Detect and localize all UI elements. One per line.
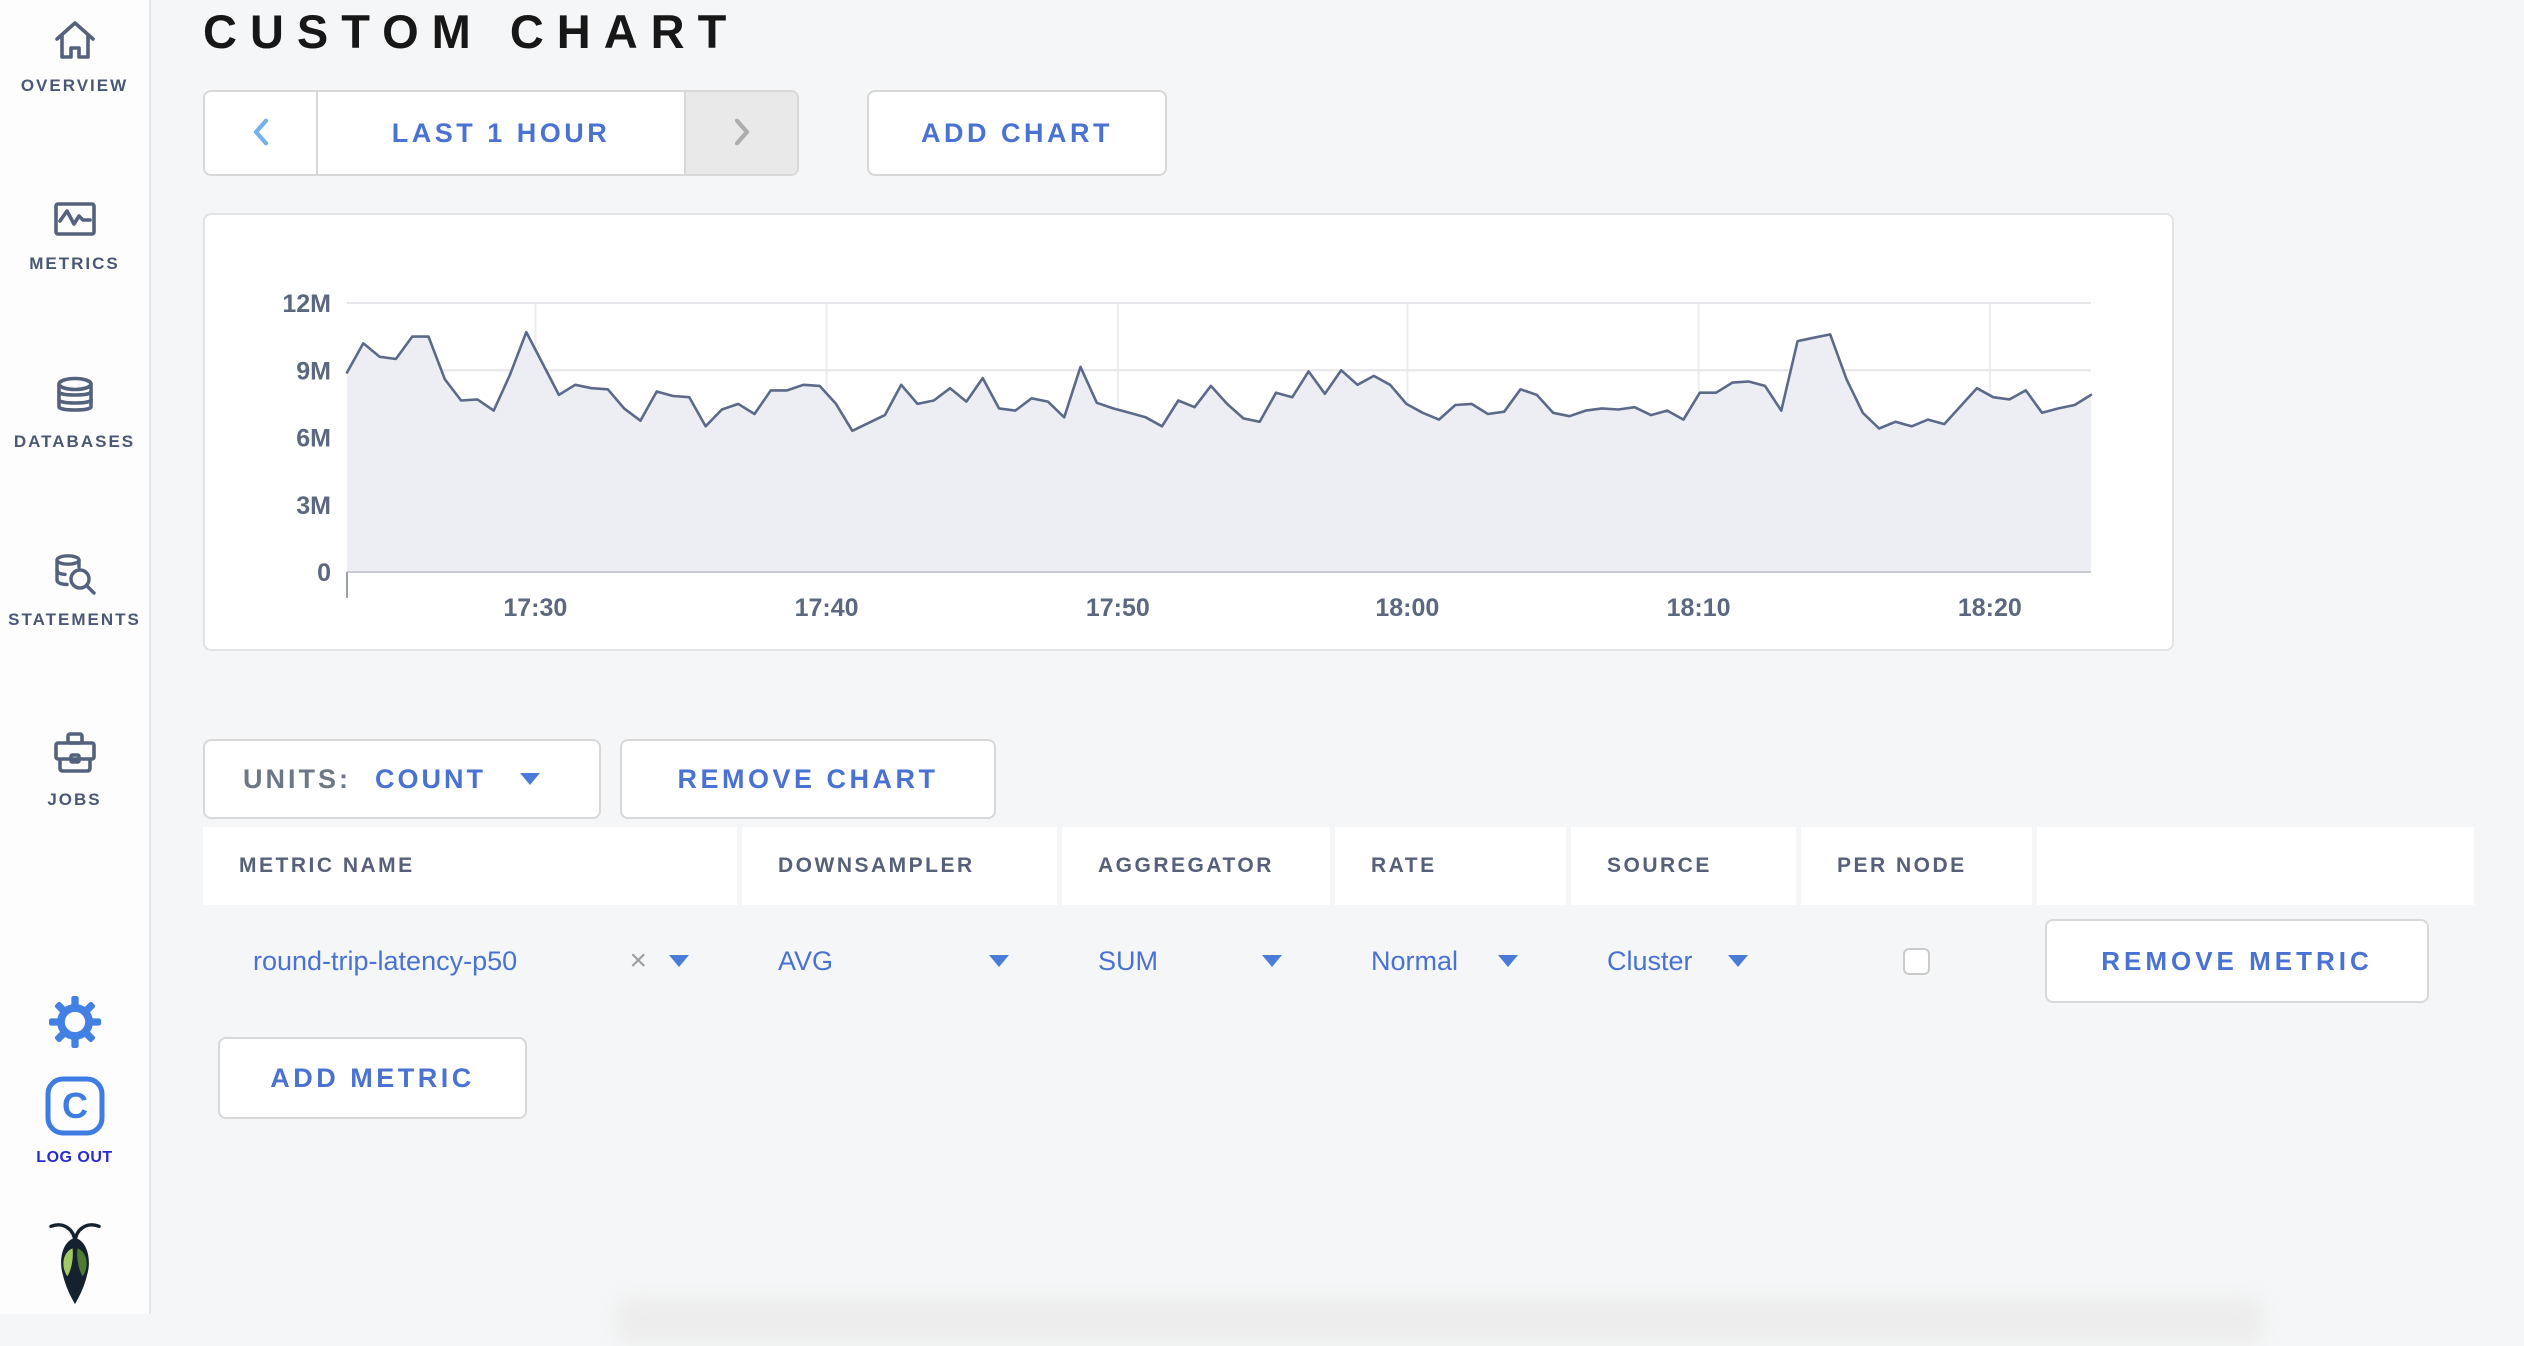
svg-text:12M: 12M: [282, 290, 331, 318]
briefcase-icon: [51, 730, 99, 778]
add-metric-button[interactable]: ADD METRIC: [218, 1037, 527, 1119]
metric-name-select[interactable]: round-trip-latency-p50 ×: [239, 946, 737, 977]
caret-down-icon: [1262, 955, 1282, 967]
header-aggregator: AGGREGATOR: [1062, 827, 1330, 905]
chart-card: 0 3M 6M 9M 12M 17:30 17:40 17:50 18:00 18:10 18:20: [203, 213, 2174, 651]
add-chart-button[interactable]: ADD CHART: [867, 90, 1167, 176]
caret-down-icon: [1728, 955, 1748, 967]
sidebar-item-overview[interactable]: OVERVIEW: [0, 18, 149, 96]
units-value: COUNT: [375, 763, 486, 794]
metric-name-value: round-trip-latency-p50: [253, 945, 518, 976]
per-node-checkbox[interactable]: [1903, 947, 1930, 975]
metrics-icon: [52, 196, 98, 242]
caret-down-icon: [520, 773, 540, 785]
sidebar-item-statements[interactable]: STATEMENTS: [0, 552, 149, 630]
header-actions: [2037, 827, 2474, 905]
svg-text:18:00: 18:00: [1375, 594, 1439, 622]
chevron-right-icon: [729, 117, 755, 150]
sidebar-item-metrics[interactable]: METRICS: [0, 196, 149, 274]
header-rate: RATE: [1335, 827, 1566, 905]
svg-text:9M: 9M: [296, 357, 331, 385]
svg-text:C: C: [62, 1085, 88, 1126]
settings-button[interactable]: [0, 996, 149, 1048]
table-row: round-trip-latency-p50 × AVG SUM: [203, 905, 2474, 1017]
sidebar: OVERVIEW METRICS DATABASES: [0, 0, 151, 1314]
svg-text:3M: 3M: [296, 492, 331, 520]
header-downsampler: DOWNSAMPLER: [742, 827, 1057, 905]
header-per-node: PER NODE: [1801, 827, 2032, 905]
downsampler-value: AVG: [778, 945, 834, 976]
rate-value: Normal: [1371, 945, 1459, 976]
page-title: CUSTOM CHART: [203, 5, 740, 58]
svg-text:6M: 6M: [296, 425, 331, 453]
downsampler-select[interactable]: AVG: [778, 946, 1057, 977]
units-label: UNITS:: [243, 763, 351, 794]
chevron-left-icon: [248, 117, 274, 150]
svg-text:17:50: 17:50: [1086, 594, 1150, 622]
svg-text:17:40: 17:40: [795, 594, 859, 622]
caret-down-icon: [1498, 955, 1518, 967]
c-logo-icon: C: [44, 1075, 106, 1137]
metrics-table: METRIC NAME DOWNSAMPLER AGGREGATOR RATE …: [203, 827, 2474, 1017]
remove-chart-button[interactable]: REMOVE CHART: [620, 739, 996, 819]
header-metric-name: METRIC NAME: [203, 827, 737, 905]
metrics-table-header: METRIC NAME DOWNSAMPLER AGGREGATOR RATE …: [203, 827, 2474, 905]
clear-metric-icon[interactable]: ×: [629, 944, 647, 977]
main-content: CUSTOM CHART LAST 1 HOUR ADD CHART: [151, 0, 2524, 1314]
rate-select[interactable]: Normal: [1371, 946, 1566, 977]
source-select[interactable]: Cluster: [1607, 946, 1796, 977]
sidebar-item-label: METRICS: [29, 254, 120, 273]
sidebar-item-databases[interactable]: DATABASES: [0, 374, 149, 452]
custom-chart-plot: 0 3M 6M 9M 12M 17:30 17:40 17:50 18:00 18:10 18:20: [282, 290, 2093, 622]
units-dropdown[interactable]: UNITS: COUNT: [203, 739, 601, 819]
svg-text:17:30: 17:30: [503, 594, 567, 622]
svg-text:18:10: 18:10: [1667, 594, 1731, 622]
sidebar-item-label: DATABASES: [13, 432, 136, 451]
sidebar-item-label: STATEMENTS: [8, 610, 141, 629]
caret-down-icon: [669, 955, 689, 967]
header-source: SOURCE: [1571, 827, 1796, 905]
caret-down-icon: [989, 955, 1009, 967]
database-icon: [52, 374, 98, 420]
time-range-prev-button[interactable]: [205, 92, 318, 174]
sidebar-item-jobs[interactable]: JOBS: [0, 730, 149, 810]
svg-text:0: 0: [317, 559, 331, 587]
remove-metric-button[interactable]: REMOVE METRIC: [2045, 919, 2429, 1003]
svg-text:18:20: 18:20: [1958, 594, 2022, 622]
source-value: Cluster: [1607, 945, 1693, 976]
cockroach-bug-icon: [0, 1210, 149, 1306]
chart-controls: UNITS: COUNT REMOVE CHART: [203, 739, 2524, 819]
sidebar-item-label: OVERVIEW: [20, 76, 129, 95]
toolbar: LAST 1 HOUR ADD CHART: [203, 90, 2524, 176]
statements-icon: [51, 552, 99, 598]
aggregator-value: SUM: [1098, 945, 1158, 976]
logout-label: LOG OUT: [36, 1149, 113, 1166]
time-range-dropdown[interactable]: LAST 1 HOUR: [318, 92, 684, 174]
aggregator-select[interactable]: SUM: [1098, 946, 1330, 977]
home-icon: [52, 18, 98, 64]
time-range-picker: LAST 1 HOUR: [203, 90, 799, 176]
gear-icon: [48, 996, 101, 1048]
sidebar-item-label: JOBS: [47, 790, 102, 809]
time-range-next-button[interactable]: [684, 92, 797, 174]
bottom-window-shadow: [615, 1296, 2265, 1346]
logout-button[interactable]: C LOG OUT: [0, 1075, 149, 1167]
